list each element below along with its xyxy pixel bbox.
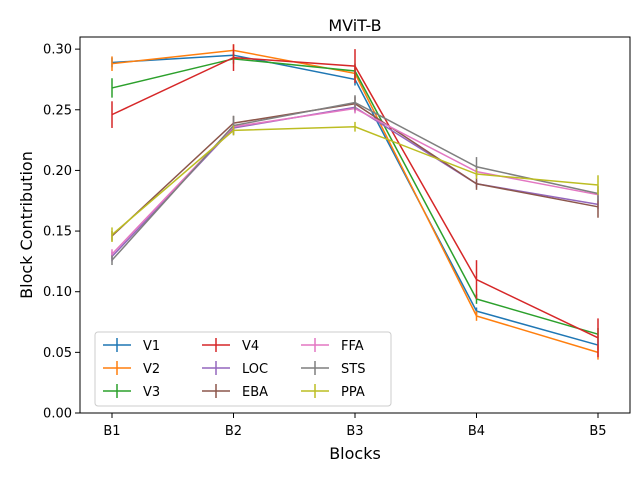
legend-label: PPA	[341, 385, 365, 400]
x-axis-label: Blocks	[329, 444, 381, 463]
legend-label: EBA	[242, 385, 268, 400]
y-axis: 0.00 0.05 0.10 0.15 0.20 0.25 0.30	[43, 43, 80, 422]
y-tick-label: 0.20	[43, 164, 72, 179]
legend: V1 V2 V3 V4 LOC EBA FFA STS PPA	[94, 331, 392, 407]
legend-item-eba: EBA	[202, 384, 268, 400]
legend-item-v2: V2	[103, 361, 160, 377]
x-tick-label: B4	[468, 424, 485, 439]
plot-area	[111, 44, 599, 360]
legend-item-ffa: FFA	[301, 338, 364, 354]
y-tick-label: 0.25	[43, 103, 72, 118]
x-tick-label: B2	[225, 424, 242, 439]
legend-item-v3: V3	[103, 384, 160, 400]
legend-item-loc: LOC	[202, 361, 268, 377]
x-tick-label: B1	[103, 424, 120, 439]
legend-label: V2	[143, 362, 160, 377]
legend-item-ppa: PPA	[301, 384, 365, 400]
legend-label: V1	[143, 339, 160, 354]
legend-label: V3	[143, 385, 160, 400]
y-tick-label: 0.05	[43, 346, 72, 361]
legend-label: FFA	[341, 339, 364, 354]
legend-item-v1: V1	[103, 338, 160, 354]
legend-label: LOC	[242, 362, 268, 377]
series-eba	[111, 96, 599, 241]
series-v4	[111, 44, 599, 358]
x-tick-label: B3	[346, 424, 363, 439]
y-tick-label: 0.15	[43, 225, 72, 240]
y-tick-label: 0.30	[43, 43, 72, 58]
y-tick-label: 0.10	[43, 285, 72, 300]
series-ppa	[111, 121, 599, 242]
x-tick-label: B5	[589, 424, 606, 439]
legend-item-v4: V4	[202, 338, 259, 354]
chart-title: MViT-B	[328, 16, 381, 35]
legend-box	[94, 331, 392, 407]
legend-item-sts: STS	[301, 361, 365, 377]
y-tick-label: 0.00	[43, 407, 72, 422]
legend-label: STS	[341, 362, 365, 377]
x-axis: B1 B2 B3 B4 B5	[103, 413, 607, 439]
legend-label: V4	[242, 339, 259, 354]
y-axis-label: Block Contribution	[17, 151, 36, 299]
